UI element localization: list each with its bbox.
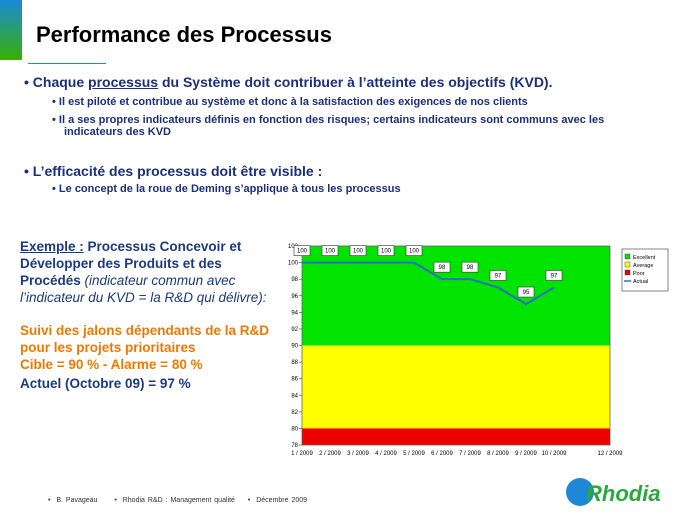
title: Performance des Processus xyxy=(36,22,332,47)
data-label: 95 xyxy=(523,290,530,296)
data-label-box xyxy=(545,270,563,281)
x-tick-label: 7 / 2009 xyxy=(459,451,481,457)
logo-mark xyxy=(566,478,594,506)
y-tick-label: 98 xyxy=(291,277,298,283)
text: Suivi des jalons dépendants de la R&D po… xyxy=(20,323,270,355)
data-label: 97 xyxy=(551,273,558,279)
x-tick-label: 9 / 2009 xyxy=(515,451,537,457)
label: Exemple : xyxy=(20,239,84,254)
line xyxy=(302,261,555,306)
legend-swatch xyxy=(624,261,631,268)
x-tick-label: 4 / 2009 xyxy=(375,451,397,457)
x-tick-label: 12 / 2009 xyxy=(597,451,623,457)
text: Il a ses propres indicateurs définis en … xyxy=(58,114,605,138)
text: processus xyxy=(88,74,159,90)
legend-label: Excellent xyxy=(633,255,656,261)
text: Il est piloté et contribue au système et… xyxy=(58,96,528,108)
data-label: 100 xyxy=(381,249,392,255)
band xyxy=(302,428,610,445)
example: Exemple : Processus Concevoir et Dévelop… xyxy=(20,238,276,392)
data-label: 97 xyxy=(495,273,502,279)
legend-label: Actual xyxy=(633,279,648,285)
sub-bullet: • Il est piloté et contribue au système … xyxy=(52,96,528,108)
text: Décembre 2009 xyxy=(256,497,308,504)
text: Actuel (Octobre 09) = 97 % xyxy=(20,376,191,391)
data-label: 100 xyxy=(409,249,420,255)
text: Chaque xyxy=(32,74,89,90)
band xyxy=(302,246,610,346)
y-tick-label: 84 xyxy=(291,393,298,399)
x-tick-label: 10 / 2009 xyxy=(541,451,567,457)
data-label-box xyxy=(489,270,507,281)
data-label-box xyxy=(517,286,535,298)
data-label-box xyxy=(405,245,423,256)
legend-swatch xyxy=(624,269,631,276)
rule xyxy=(28,63,106,64)
text: Rhodia R&D : Management qualité xyxy=(122,497,235,504)
x-tick-label: 2 / 2009 xyxy=(319,451,341,457)
y-tick-label: 100 xyxy=(288,261,299,267)
data-label: 98 xyxy=(439,265,446,271)
y-tick-label: 94 xyxy=(291,310,298,316)
y-tick-label: 102 xyxy=(288,244,299,250)
logo: Rhodia xyxy=(586,481,661,506)
y-tick-label: 80 xyxy=(291,426,298,432)
text: Processus Concevoir et Développer des Pr… xyxy=(20,239,242,288)
x-tick-label: 1 / 2009 xyxy=(291,451,313,457)
y-tick-label: 88 xyxy=(291,360,298,366)
data-label: 100 xyxy=(297,249,308,255)
data-label: 98 xyxy=(467,265,474,271)
data-label-box xyxy=(377,245,395,256)
y-tick-label: 82 xyxy=(291,410,298,416)
text: (indicateur commun avec l’indicateur du … xyxy=(20,273,267,305)
data-label-box xyxy=(461,261,479,273)
x-tick-label: 6 / 2009 xyxy=(431,451,453,457)
data-label: 100 xyxy=(325,249,336,255)
y-tick-label: 92 xyxy=(291,327,298,333)
legend-swatch xyxy=(624,253,631,260)
text: Le concept de la roue de Deming s’appliq… xyxy=(58,183,401,195)
data-label-box xyxy=(321,245,339,256)
x-tick-label: 8 / 2009 xyxy=(487,451,509,457)
legend-label: Average xyxy=(633,263,653,269)
text: L’efficacité des processus doit être vis… xyxy=(32,163,323,179)
sub-bullet: • Le concept de la roue de Deming s’appl… xyxy=(52,183,401,195)
y-tick-label: 96 xyxy=(291,294,298,300)
corner-bar xyxy=(0,0,22,60)
y-tick-label: 78 xyxy=(291,443,298,449)
bullet: • Chaque processus du Système doit contr… xyxy=(24,74,553,90)
text: B. Pavageau xyxy=(56,497,98,504)
bullet: • L’efficacité des processus doit être v… xyxy=(24,163,323,179)
y-tick-label: 90 xyxy=(291,344,298,350)
data-label-box xyxy=(293,245,311,256)
x-tick-label: 3 / 2009 xyxy=(347,451,369,457)
text: du Système doit contribuer à l’atteinte … xyxy=(158,74,553,90)
y-tick-label: 86 xyxy=(291,377,298,383)
footer: • B. Pavageau • Rhodia R&D : Management … xyxy=(48,497,308,504)
legend-label: Poor xyxy=(633,271,645,277)
data-label-box xyxy=(433,261,451,273)
band xyxy=(302,345,610,429)
text: Cible = 90 % - Alarme = 80 % xyxy=(20,357,203,372)
data-label-box xyxy=(349,245,367,256)
data-label: 100 xyxy=(353,249,364,255)
sub-bullet: • Il a ses propres indicateurs définis e… xyxy=(52,114,605,138)
x-tick-label: 5 / 2009 xyxy=(403,451,425,457)
